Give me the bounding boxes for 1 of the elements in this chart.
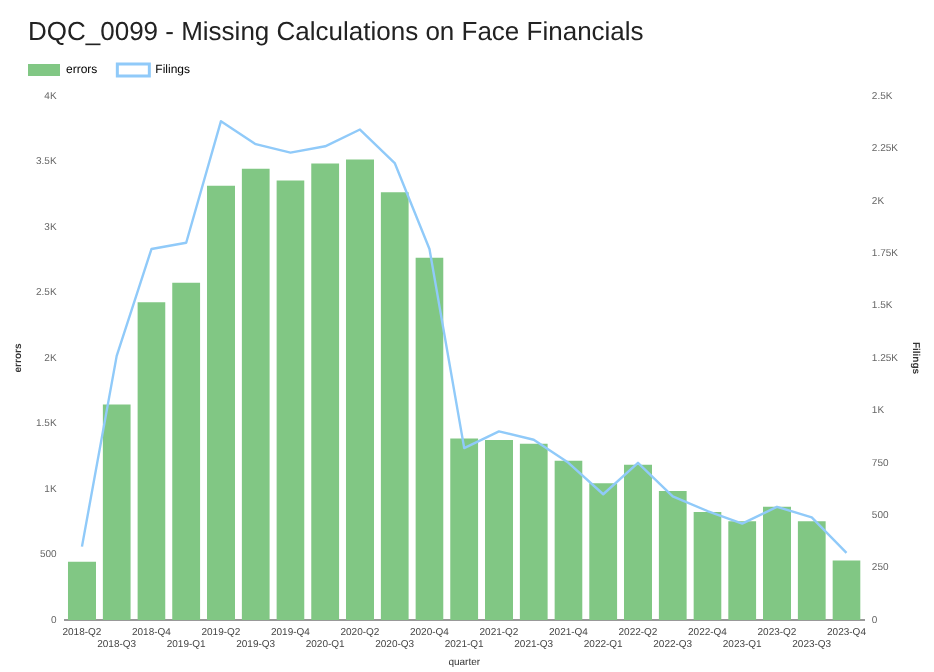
chart-title: DQC_0099 - Missing Calculations on Face Financials — [28, 16, 644, 46]
